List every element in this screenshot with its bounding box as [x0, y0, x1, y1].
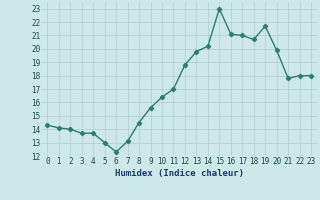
- X-axis label: Humidex (Indice chaleur): Humidex (Indice chaleur): [115, 169, 244, 178]
